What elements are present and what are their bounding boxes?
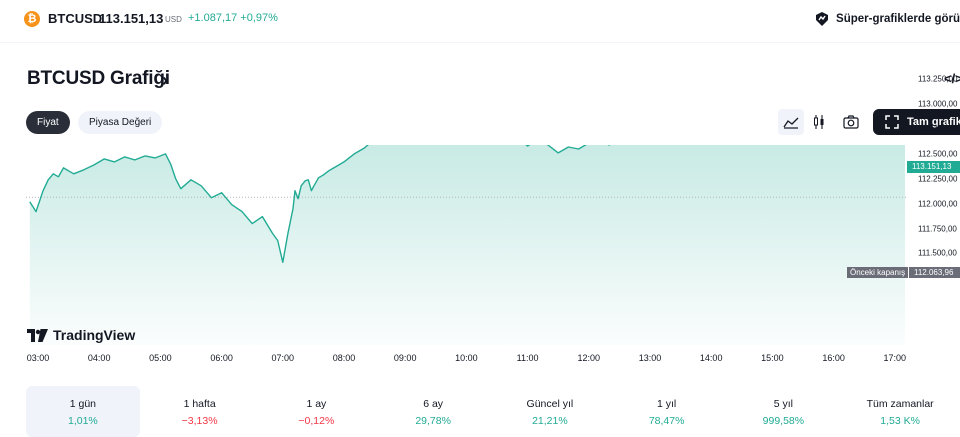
tradingview-name: TradingView — [53, 327, 136, 343]
tab-market-cap[interactable]: Piyasa Değeri — [78, 111, 163, 134]
y-tick-label: 111.750,00 — [918, 224, 957, 233]
bitcoin-icon: ₿ — [24, 11, 40, 27]
symbol-header: ₿ BTCUSD 113.151,13 USD +1.087,17 +0,97%… — [0, 0, 960, 43]
area-chart-icon — [783, 117, 799, 129]
price-chart[interactable] — [0, 145, 960, 360]
supercharts-link[interactable]: Süper-grafiklerde görü — [814, 11, 960, 27]
performance-1-week[interactable]: 1 hafta −3,13% — [143, 386, 257, 437]
x-tick-label: 03:00 — [26, 353, 50, 363]
x-tick-label: 06:00 — [210, 353, 233, 363]
performance-1-day[interactable]: 1 gün 1,01% — [26, 386, 140, 437]
x-tick-label: 04:00 — [87, 353, 111, 363]
performance-ytd[interactable]: Güncel yıl 21,21% — [493, 386, 607, 437]
candles-icon — [814, 115, 824, 129]
area-chart-button[interactable] — [778, 109, 804, 135]
performance-value: −0,12% — [298, 415, 335, 427]
candles-button[interactable] — [806, 109, 832, 135]
performance-value: −3,13% — [181, 415, 218, 427]
performance-value: 999,58% — [762, 415, 805, 427]
tradingview-logo: TradingView — [27, 327, 135, 343]
chevron-right-icon[interactable]: › — [162, 70, 168, 90]
y-tick-label: 112.000,00 — [918, 199, 958, 209]
performance-value: 1,53 K% — [880, 415, 920, 427]
performance-value: 21,21% — [532, 415, 568, 427]
x-tick-label: 05:00 — [149, 353, 172, 363]
y-tick-label: 112.250,00 — [918, 174, 958, 184]
x-tick-label: 13:00 — [638, 353, 662, 363]
x-tick-label: 12:00 — [577, 353, 601, 363]
performance-period-label: 5 yıl — [773, 398, 793, 410]
performance-strip: 1 gün 1,01% 1 hafta −3,13% 1 ay −0,12% 6 ay 29,… — [26, 386, 960, 437]
performance-period-label: 1 gün — [69, 398, 97, 410]
performance-1-year[interactable]: 1 yıl 78,47% — [610, 386, 724, 437]
performance-6-months[interactable]: 6 ay 29,78% — [376, 386, 490, 437]
price-area-fill — [29, 145, 905, 345]
screenshot-button[interactable] — [838, 109, 864, 135]
x-tick-label: 15:00 — [761, 353, 784, 363]
x-tick-label: 17:00 — [883, 353, 907, 363]
performance-value: 1,01% — [67, 415, 98, 427]
performance-value: 29,78% — [415, 415, 451, 427]
performance-period-label: 6 ay — [423, 398, 444, 410]
performance-period-label: 1 yıl — [656, 398, 677, 410]
y-tick-label: 113.250,00 — [918, 74, 958, 84]
y-tick-label: 113.000,00 — [918, 99, 958, 109]
full-chart-label: Tam grafik — [907, 116, 960, 128]
supercharts-label: Süper-grafiklerde görü — [836, 13, 960, 25]
x-tick-label: 07:00 — [271, 353, 295, 363]
x-tick-label: 08:00 — [332, 353, 356, 363]
price-change: +1.087,17 +0,97% — [188, 12, 278, 24]
performance-period-label: Güncel yıl — [526, 398, 574, 410]
symbol-name[interactable]: BTCUSD — [48, 11, 103, 26]
current-price-tag: 113.151,13 — [907, 161, 960, 173]
x-tick-label: 09:00 — [393, 353, 417, 363]
performance-all-time[interactable]: Tüm zamanlar 1,53 K% — [843, 386, 957, 437]
price-line — [29, 145, 611, 263]
price-currency: USD — [165, 15, 182, 24]
y-tick-label: 112.500,00 — [918, 149, 958, 159]
performance-1-month[interactable]: 1 ay −0,12% — [260, 386, 374, 437]
x-tick-label: 14:00 — [699, 353, 723, 363]
previous-close-value: 112.063,96 — [909, 267, 960, 278]
last-price: 113.151,13 — [99, 11, 164, 26]
page-title[interactable]: BTCUSD Grafiği — [27, 68, 170, 89]
performance-period-label: Tüm zamanlar — [866, 398, 934, 410]
fullscreen-icon — [885, 115, 899, 129]
performance-period-label: 1 ay — [306, 398, 327, 410]
performance-value: 78,47% — [648, 415, 685, 427]
supercharts-icon — [816, 12, 829, 26]
x-tick-label: 11:00 — [516, 353, 539, 363]
camera-icon — [843, 115, 859, 129]
previous-close-label: Önceki kapanış — [847, 267, 909, 278]
full-chart-button[interactable]: Tam grafik — [873, 109, 960, 135]
x-tick-label: 16:00 — [822, 353, 845, 363]
performance-5-years[interactable]: 5 yıl 999,58% — [727, 386, 841, 437]
y-tick-label: 112.750,00 — [918, 124, 958, 134]
x-tick-label: 10:00 — [455, 353, 478, 363]
performance-period-label: 1 hafta — [183, 398, 216, 410]
embed-code-icon[interactable]: </> — [944, 71, 960, 86]
y-tick-label: 111.500,00 — [918, 248, 957, 258]
tab-price[interactable]: Fiyat — [26, 111, 70, 134]
tradingview-icon — [27, 328, 48, 342]
